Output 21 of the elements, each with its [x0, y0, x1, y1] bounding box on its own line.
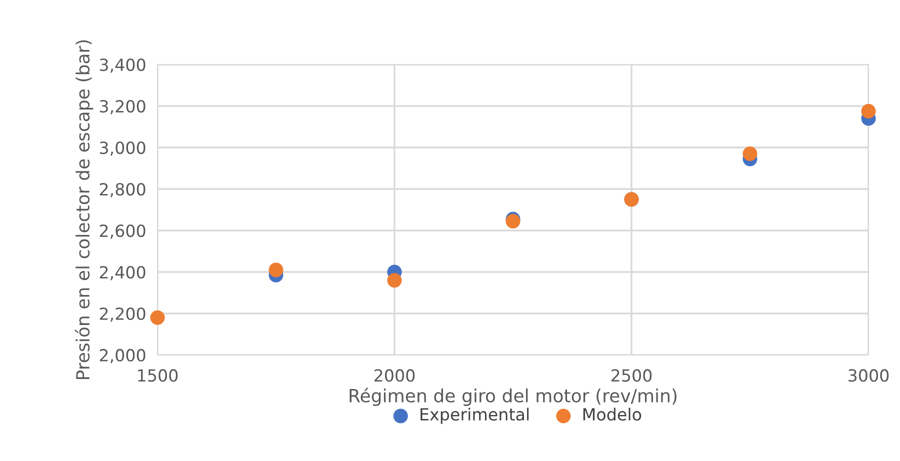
y-tick-label: 2,200: [100, 307, 146, 322]
legend-label: Modelo: [583, 408, 642, 421]
x-tick-label: 3000: [848, 369, 889, 382]
x-tick-label: 2000: [374, 369, 415, 382]
x-tick-label: 1500: [138, 369, 178, 382]
y-tick-label: 2,800: [100, 182, 146, 198]
y-tick-label: 3,200: [100, 100, 146, 114]
point: [150, 310, 165, 325]
y-tick-label: 2,000: [100, 348, 146, 364]
point: [387, 273, 402, 288]
y-axis-title: Presión en el colector de escape (bar): [74, 40, 94, 379]
y-tick-label: 3,000: [100, 141, 146, 156]
y-tick-label: 3,400: [100, 58, 146, 73]
point: [742, 146, 758, 162]
x-axis-title: Régimen de giro del motor (rev/min): [350, 388, 676, 406]
legend-label: Experimental: [420, 408, 529, 424]
point: [861, 104, 876, 118]
x-tick-label: 2500: [612, 369, 652, 382]
y-tick-label: 2,400: [100, 266, 146, 280]
y-tick-label: 2,600: [100, 224, 146, 239]
point: [268, 262, 284, 278]
